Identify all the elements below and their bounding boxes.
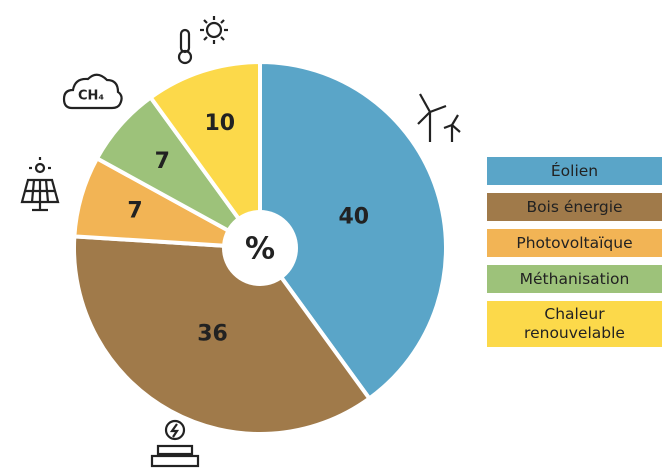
legend-item: Éolien [487, 157, 662, 185]
wood-icon [150, 419, 200, 468]
value-label: 10 [204, 111, 235, 136]
pie-slice [258, 59, 448, 402]
methane-icon-label: CH₄ [78, 89, 104, 104]
methane-icon [62, 73, 123, 110]
legend: Éolien Bois énergie Photovoltaïque Méthanis… [487, 157, 662, 355]
legend-item: Bois énergie [487, 193, 662, 221]
center-hole [222, 210, 298, 286]
heat-icon [177, 16, 228, 65]
value-label: 7 [127, 199, 142, 224]
legend-item: Chaleur renouvelable [487, 301, 662, 347]
pie-slice [147, 59, 262, 255]
center-label: % [245, 232, 275, 267]
value-label: 36 [197, 321, 228, 346]
pie-slice [72, 234, 373, 436]
legend-item: Méthanisation [487, 265, 662, 293]
icons [20, 16, 461, 468]
wind-icon [417, 93, 461, 142]
legend-item: Photovoltaïque [487, 229, 662, 257]
pie [72, 59, 448, 436]
value-label: 7 [155, 149, 170, 174]
value-label: 40 [338, 205, 369, 230]
solar-icon [20, 157, 60, 212]
